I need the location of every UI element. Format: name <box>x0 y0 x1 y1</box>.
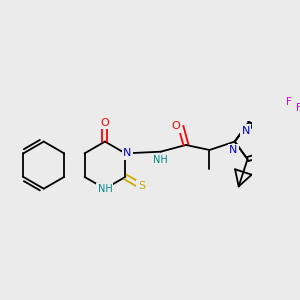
Text: F: F <box>296 103 300 113</box>
Text: NH: NH <box>98 184 112 194</box>
Text: F: F <box>286 97 292 107</box>
Text: NH: NH <box>153 155 168 165</box>
Text: F: F <box>299 115 300 124</box>
Text: O: O <box>100 118 109 128</box>
Text: N: N <box>229 145 237 155</box>
Text: N: N <box>242 126 250 136</box>
Text: O: O <box>172 122 180 131</box>
Text: N: N <box>123 148 131 158</box>
Text: S: S <box>138 181 145 191</box>
